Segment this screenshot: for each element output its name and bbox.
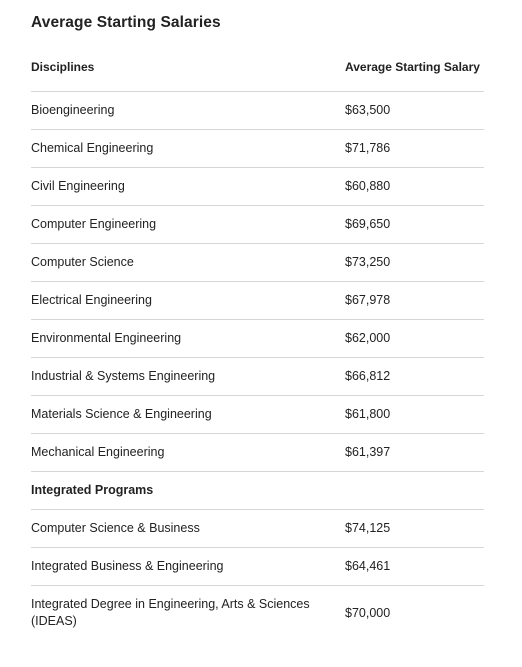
table-row: Industrial & Systems Engineering $66,812 (31, 358, 484, 396)
program-name: Computer Science & Business (31, 521, 200, 535)
table-row: Bioengineering $63,500 (31, 92, 484, 130)
program-name: Integrated Degree in Engineering, Arts &… (31, 597, 310, 628)
discipline-salary: $63,500 (345, 103, 391, 117)
table-row: Computer Engineering $69,650 (31, 206, 484, 244)
discipline-name: Chemical Engineering (31, 141, 154, 155)
discipline-name: Civil Engineering (31, 179, 125, 193)
table-row: Computer Science & Business $74,125 (31, 510, 484, 548)
discipline-salary: $66,812 (345, 369, 391, 383)
discipline-name: Bioengineering (31, 103, 115, 117)
column-header-salary: Average Starting Salary (345, 60, 480, 74)
column-header-disciplines: Disciplines (31, 60, 95, 74)
discipline-name: Computer Engineering (31, 217, 157, 231)
discipline-name: Computer Science (31, 255, 134, 269)
discipline-salary: $69,650 (345, 217, 391, 231)
discipline-name: Materials Science & Engineering (31, 407, 212, 421)
program-name: Integrated Business & Engineering (31, 559, 224, 573)
table-row: Mechanical Engineering $61,397 (31, 434, 484, 472)
table-row: Electrical Engineering $67,978 (31, 282, 484, 320)
table-row: Computer Science $73,250 (31, 244, 484, 282)
table-row: Environmental Engineering $62,000 (31, 320, 484, 358)
discipline-salary: $61,800 (345, 407, 391, 421)
salary-table: Disciplines Average Starting Salary Bioe… (31, 44, 484, 640)
discipline-name: Environmental Engineering (31, 331, 182, 345)
table-row: Integrated Degree in Engineering, Arts &… (31, 586, 484, 640)
discipline-name: Mechanical Engineering (31, 445, 165, 459)
discipline-salary: $62,000 (345, 331, 391, 345)
discipline-salary: $61,397 (345, 445, 391, 459)
table-row: Materials Science & Engineering $61,800 (31, 396, 484, 434)
discipline-salary: $73,250 (345, 255, 391, 269)
table-header-row: Disciplines Average Starting Salary (31, 44, 484, 92)
discipline-salary: $60,880 (345, 179, 391, 193)
discipline-salary: $71,786 (345, 141, 391, 155)
program-salary: $74,125 (345, 521, 391, 535)
discipline-name: Electrical Engineering (31, 293, 152, 307)
discipline-salary: $67,978 (345, 293, 391, 307)
program-salary: $70,000 (345, 605, 391, 620)
table-row: Civil Engineering $60,880 (31, 168, 484, 206)
table-row: Integrated Business & Engineering $64,46… (31, 548, 484, 586)
table-row: Chemical Engineering $71,786 (31, 130, 484, 168)
section-heading-row: Integrated Programs (31, 472, 484, 510)
section-heading-integrated: Integrated Programs (31, 483, 154, 497)
discipline-name: Industrial & Systems Engineering (31, 369, 216, 383)
program-salary: $64,461 (345, 559, 391, 573)
page-title: Average Starting Salaries (31, 14, 221, 31)
